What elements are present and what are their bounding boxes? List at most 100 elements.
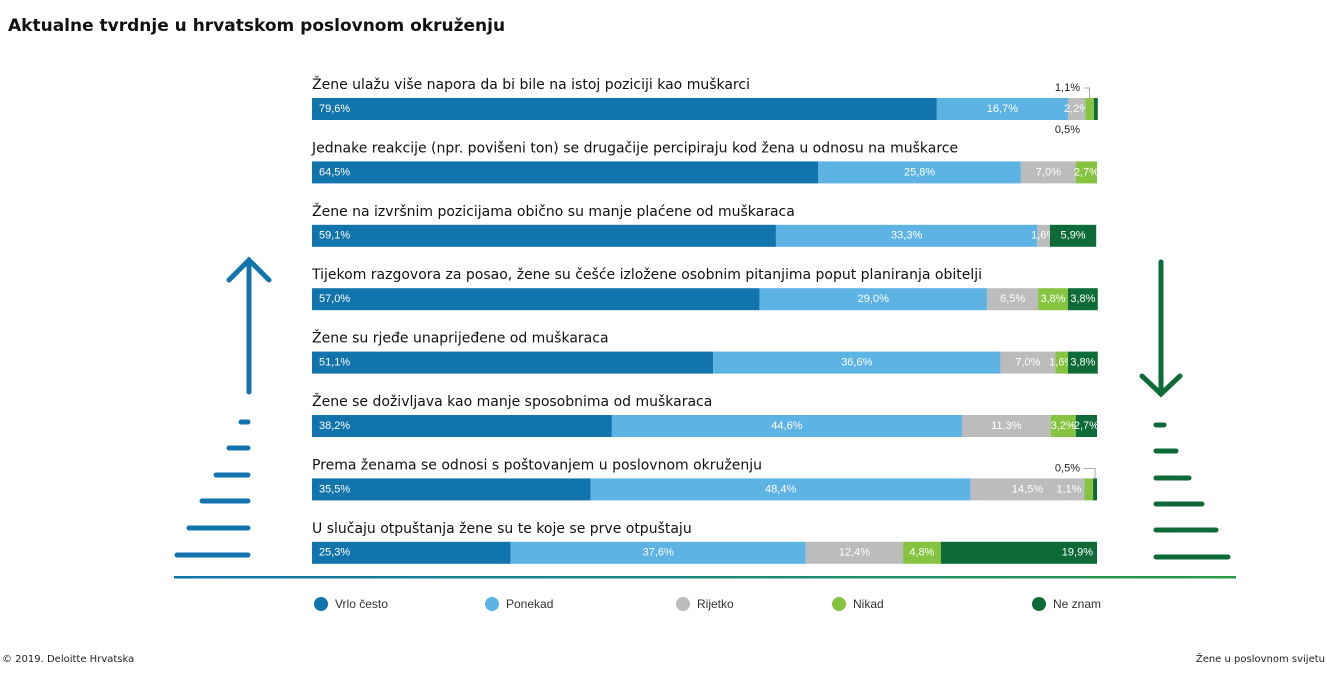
value-label: 51,1% — [319, 357, 350, 369]
value-label: 38,2% — [319, 420, 350, 432]
bar-segment — [1093, 98, 1098, 120]
bar-segment — [818, 161, 1021, 184]
bar-segment — [510, 541, 806, 564]
value-label: 16,7% — [987, 103, 1018, 115]
value-label: 59,1% — [319, 230, 350, 242]
bar-segment — [759, 288, 988, 311]
leader-line — [1084, 87, 1090, 98]
value-label: 36,6% — [841, 357, 872, 369]
bar-segment — [970, 478, 1085, 501]
value-label: 25,3% — [319, 547, 350, 559]
bar-segment — [940, 541, 1097, 564]
value-label: 3,8% — [1070, 293, 1095, 305]
value-label: 0,5% — [1055, 462, 1080, 474]
value-label: 57,0% — [319, 293, 350, 305]
value-label: 6,5% — [1000, 293, 1025, 305]
bar-segment — [1075, 415, 1097, 437]
value-label: 5,9% — [1061, 230, 1086, 242]
bar-segment — [1067, 98, 1086, 120]
bar-segment — [312, 351, 714, 374]
bar-segment — [1085, 98, 1094, 120]
bar-segment — [312, 161, 819, 184]
value-label: 0,5% — [1055, 124, 1080, 136]
bar-segment — [312, 224, 776, 247]
legend-label: Nikad — [853, 597, 884, 611]
category-label: Žene ulažu više napora da bi bile na ist… — [312, 75, 750, 93]
value-label: 37,6% — [643, 547, 674, 559]
bar-segment — [1084, 478, 1094, 501]
bar-segment — [312, 415, 612, 437]
bar-segment — [1049, 224, 1097, 247]
bar-segment — [1075, 161, 1097, 184]
legend-swatch — [485, 597, 499, 611]
value-label: 48,4% — [765, 483, 796, 495]
legend-swatch — [832, 597, 846, 611]
value-label: 7,0% — [1036, 166, 1061, 178]
value-label: 44,6% — [771, 420, 802, 432]
bar-segment — [1020, 161, 1076, 184]
category-label: U slučaju otpuštanja žene su te koje se … — [312, 521, 692, 537]
bar-segment — [903, 541, 941, 564]
bar-segment — [1067, 288, 1098, 311]
legend-swatch — [314, 597, 328, 611]
value-label: 3,8% — [1041, 293, 1066, 305]
bar-segment — [312, 288, 760, 311]
bar-segment — [936, 98, 1068, 120]
category-label: Prema ženama se odnosi s poštovanjem u p… — [312, 457, 762, 473]
bar-segment — [1050, 415, 1076, 437]
value-label: 4,8% — [909, 547, 934, 559]
category-label: Jednake reakcije (npr. povišeni ton) se … — [311, 140, 958, 156]
value-label: 1,1% — [1056, 483, 1081, 495]
bar-segment — [590, 478, 971, 501]
value-label: 12,4% — [839, 547, 870, 559]
bar-segment — [312, 98, 937, 120]
value-label: 64,5% — [319, 166, 350, 178]
bar-segment — [1067, 351, 1098, 374]
value-label: 2,2% — [1064, 103, 1089, 115]
legend-label: Ponekad — [506, 597, 553, 611]
value-label: 14,5% — [1012, 483, 1043, 495]
bar-segment — [312, 541, 511, 564]
value-label: 25,8% — [904, 166, 935, 178]
down-arrow — [1139, 259, 1231, 560]
legend-label: Ne znam — [1053, 597, 1101, 611]
bar-segment — [1037, 224, 1050, 247]
bar-segment — [961, 415, 1051, 437]
legend-swatch — [1032, 597, 1046, 611]
bar-segment — [1038, 288, 1068, 311]
category-label: Žene se doživljava kao manje sposobnima … — [312, 392, 712, 410]
value-label: 11,3% — [991, 420, 1022, 432]
bar-segment — [1000, 351, 1056, 374]
bar-segment — [1055, 351, 1068, 374]
value-label: 79,6% — [319, 103, 350, 115]
value-label: 19,9% — [1062, 547, 1093, 559]
value-label: 7,0% — [1015, 357, 1040, 369]
legend-label: Rijetko — [697, 597, 734, 611]
legend-swatch — [676, 597, 690, 611]
legend-label: Vrlo često — [335, 597, 388, 611]
bar-segment — [805, 541, 904, 564]
value-label: 2,7% — [1074, 420, 1099, 432]
bar-segment — [775, 224, 1038, 247]
bar-segment — [713, 351, 1001, 374]
value-label: 2,7% — [1074, 166, 1099, 178]
footer-right: Žene u poslovnom svijetu — [1196, 652, 1325, 665]
bar-segment — [611, 415, 962, 437]
bar-segment — [987, 288, 1039, 311]
footer-left: © 2019. Deloitte Hrvatska — [2, 654, 134, 665]
category-label: Žene su rjeđe unaprijeđene od muškaraca — [312, 329, 609, 347]
value-label: 33,3% — [891, 230, 922, 242]
chart-title: Aktualne tvrdnje u hrvatskom poslovnom o… — [8, 16, 505, 36]
bar-segment — [312, 478, 591, 501]
value-label: 1,1% — [1055, 82, 1080, 94]
value-label: 35,5% — [319, 483, 350, 495]
category-label: Žene na izvršnim pozicijama obično su ma… — [312, 202, 795, 220]
up-arrow — [174, 256, 272, 558]
value-label: 3,2% — [1051, 420, 1076, 432]
leader-line — [1084, 467, 1096, 479]
bar-segment — [1093, 478, 1097, 501]
value-label: 29,0% — [858, 293, 889, 305]
category-label: Tijekom razgovora za posao, žene su češć… — [311, 267, 982, 283]
